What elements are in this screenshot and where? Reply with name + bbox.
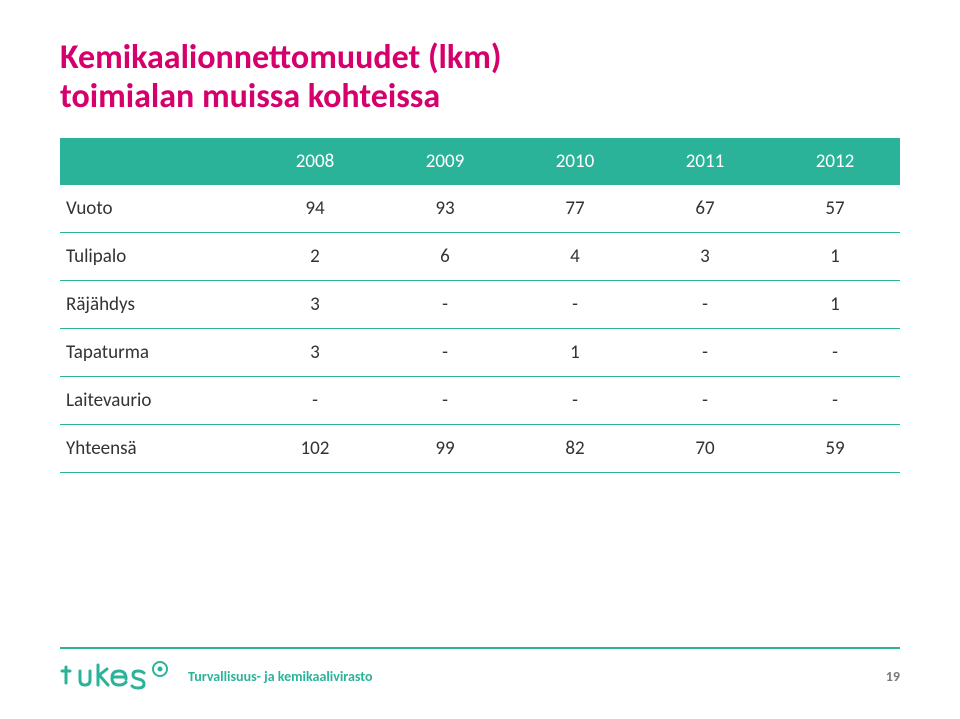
table-row: Laitevaurio - - - - - (60, 377, 900, 425)
title-line-2: toimialan muissa kohteissa (60, 76, 440, 117)
col-header-blank (60, 138, 250, 185)
cell: 77 (510, 185, 640, 233)
cell: 1 (510, 329, 640, 377)
row-label: Yhteensä (60, 425, 250, 473)
cell: 4 (510, 233, 640, 281)
cell: 93 (380, 185, 510, 233)
footer-left: Turvallisuus- ja kemikaalivirasto (60, 659, 373, 693)
table-row: Räjähdys 3 - - - 1 (60, 281, 900, 329)
footer-row: Turvallisuus- ja kemikaalivirasto 19 (60, 659, 900, 693)
footer-divider (60, 647, 900, 649)
cell: - (640, 329, 770, 377)
row-label: Vuoto (60, 185, 250, 233)
cell: - (640, 377, 770, 425)
table-header-row: 2008 2009 2010 2011 2012 (60, 138, 900, 185)
row-label: Tulipalo (60, 233, 250, 281)
table-row: Yhteensä 102 99 82 70 59 (60, 425, 900, 473)
col-header-2010: 2010 (510, 138, 640, 185)
cell: 1 (770, 233, 900, 281)
cell: 82 (510, 425, 640, 473)
title-line-1: Kemikaalionnettomuudet (lkm) (60, 37, 501, 78)
cell: 57 (770, 185, 900, 233)
col-header-2011: 2011 (640, 138, 770, 185)
cell: 2 (250, 233, 380, 281)
cell: - (770, 329, 900, 377)
footer-text: Turvallisuus- ja kemikaalivirasto (188, 668, 373, 685)
cell: - (380, 377, 510, 425)
table-row: Tapaturma 3 - 1 - - (60, 329, 900, 377)
cell: 99 (380, 425, 510, 473)
tukes-logo-icon (60, 659, 170, 693)
cell: 3 (640, 233, 770, 281)
row-label: Laitevaurio (60, 377, 250, 425)
cell: 59 (770, 425, 900, 473)
cell: - (250, 377, 380, 425)
cell: - (380, 329, 510, 377)
cell: 94 (250, 185, 380, 233)
table-row: Tulipalo 2 6 4 3 1 (60, 233, 900, 281)
cell: - (770, 377, 900, 425)
cell: - (510, 377, 640, 425)
cell: 6 (380, 233, 510, 281)
cell: 70 (640, 425, 770, 473)
cell: 3 (250, 281, 380, 329)
col-header-2012: 2012 (770, 138, 900, 185)
cell: 1 (770, 281, 900, 329)
cell: - (510, 281, 640, 329)
row-label: Räjähdys (60, 281, 250, 329)
row-label: Tapaturma (60, 329, 250, 377)
footer: Turvallisuus- ja kemikaalivirasto 19 (60, 647, 900, 693)
slide: Kemikaalionnettomuudet (lkm) toimialan m… (0, 0, 960, 719)
cell: 3 (250, 329, 380, 377)
cell: 102 (250, 425, 380, 473)
slide-title: Kemikaalionnettomuudet (lkm) toimialan m… (60, 38, 900, 116)
page-number: 19 (886, 668, 900, 685)
col-header-2009: 2009 (380, 138, 510, 185)
cell: - (640, 281, 770, 329)
cell: - (380, 281, 510, 329)
table-body: Vuoto 94 93 77 67 57 Tulipalo 2 6 4 3 1 … (60, 185, 900, 473)
col-header-2008: 2008 (250, 138, 380, 185)
data-table: 2008 2009 2010 2011 2012 Vuoto 94 93 77 … (60, 138, 900, 473)
cell: 67 (640, 185, 770, 233)
table-row: Vuoto 94 93 77 67 57 (60, 185, 900, 233)
